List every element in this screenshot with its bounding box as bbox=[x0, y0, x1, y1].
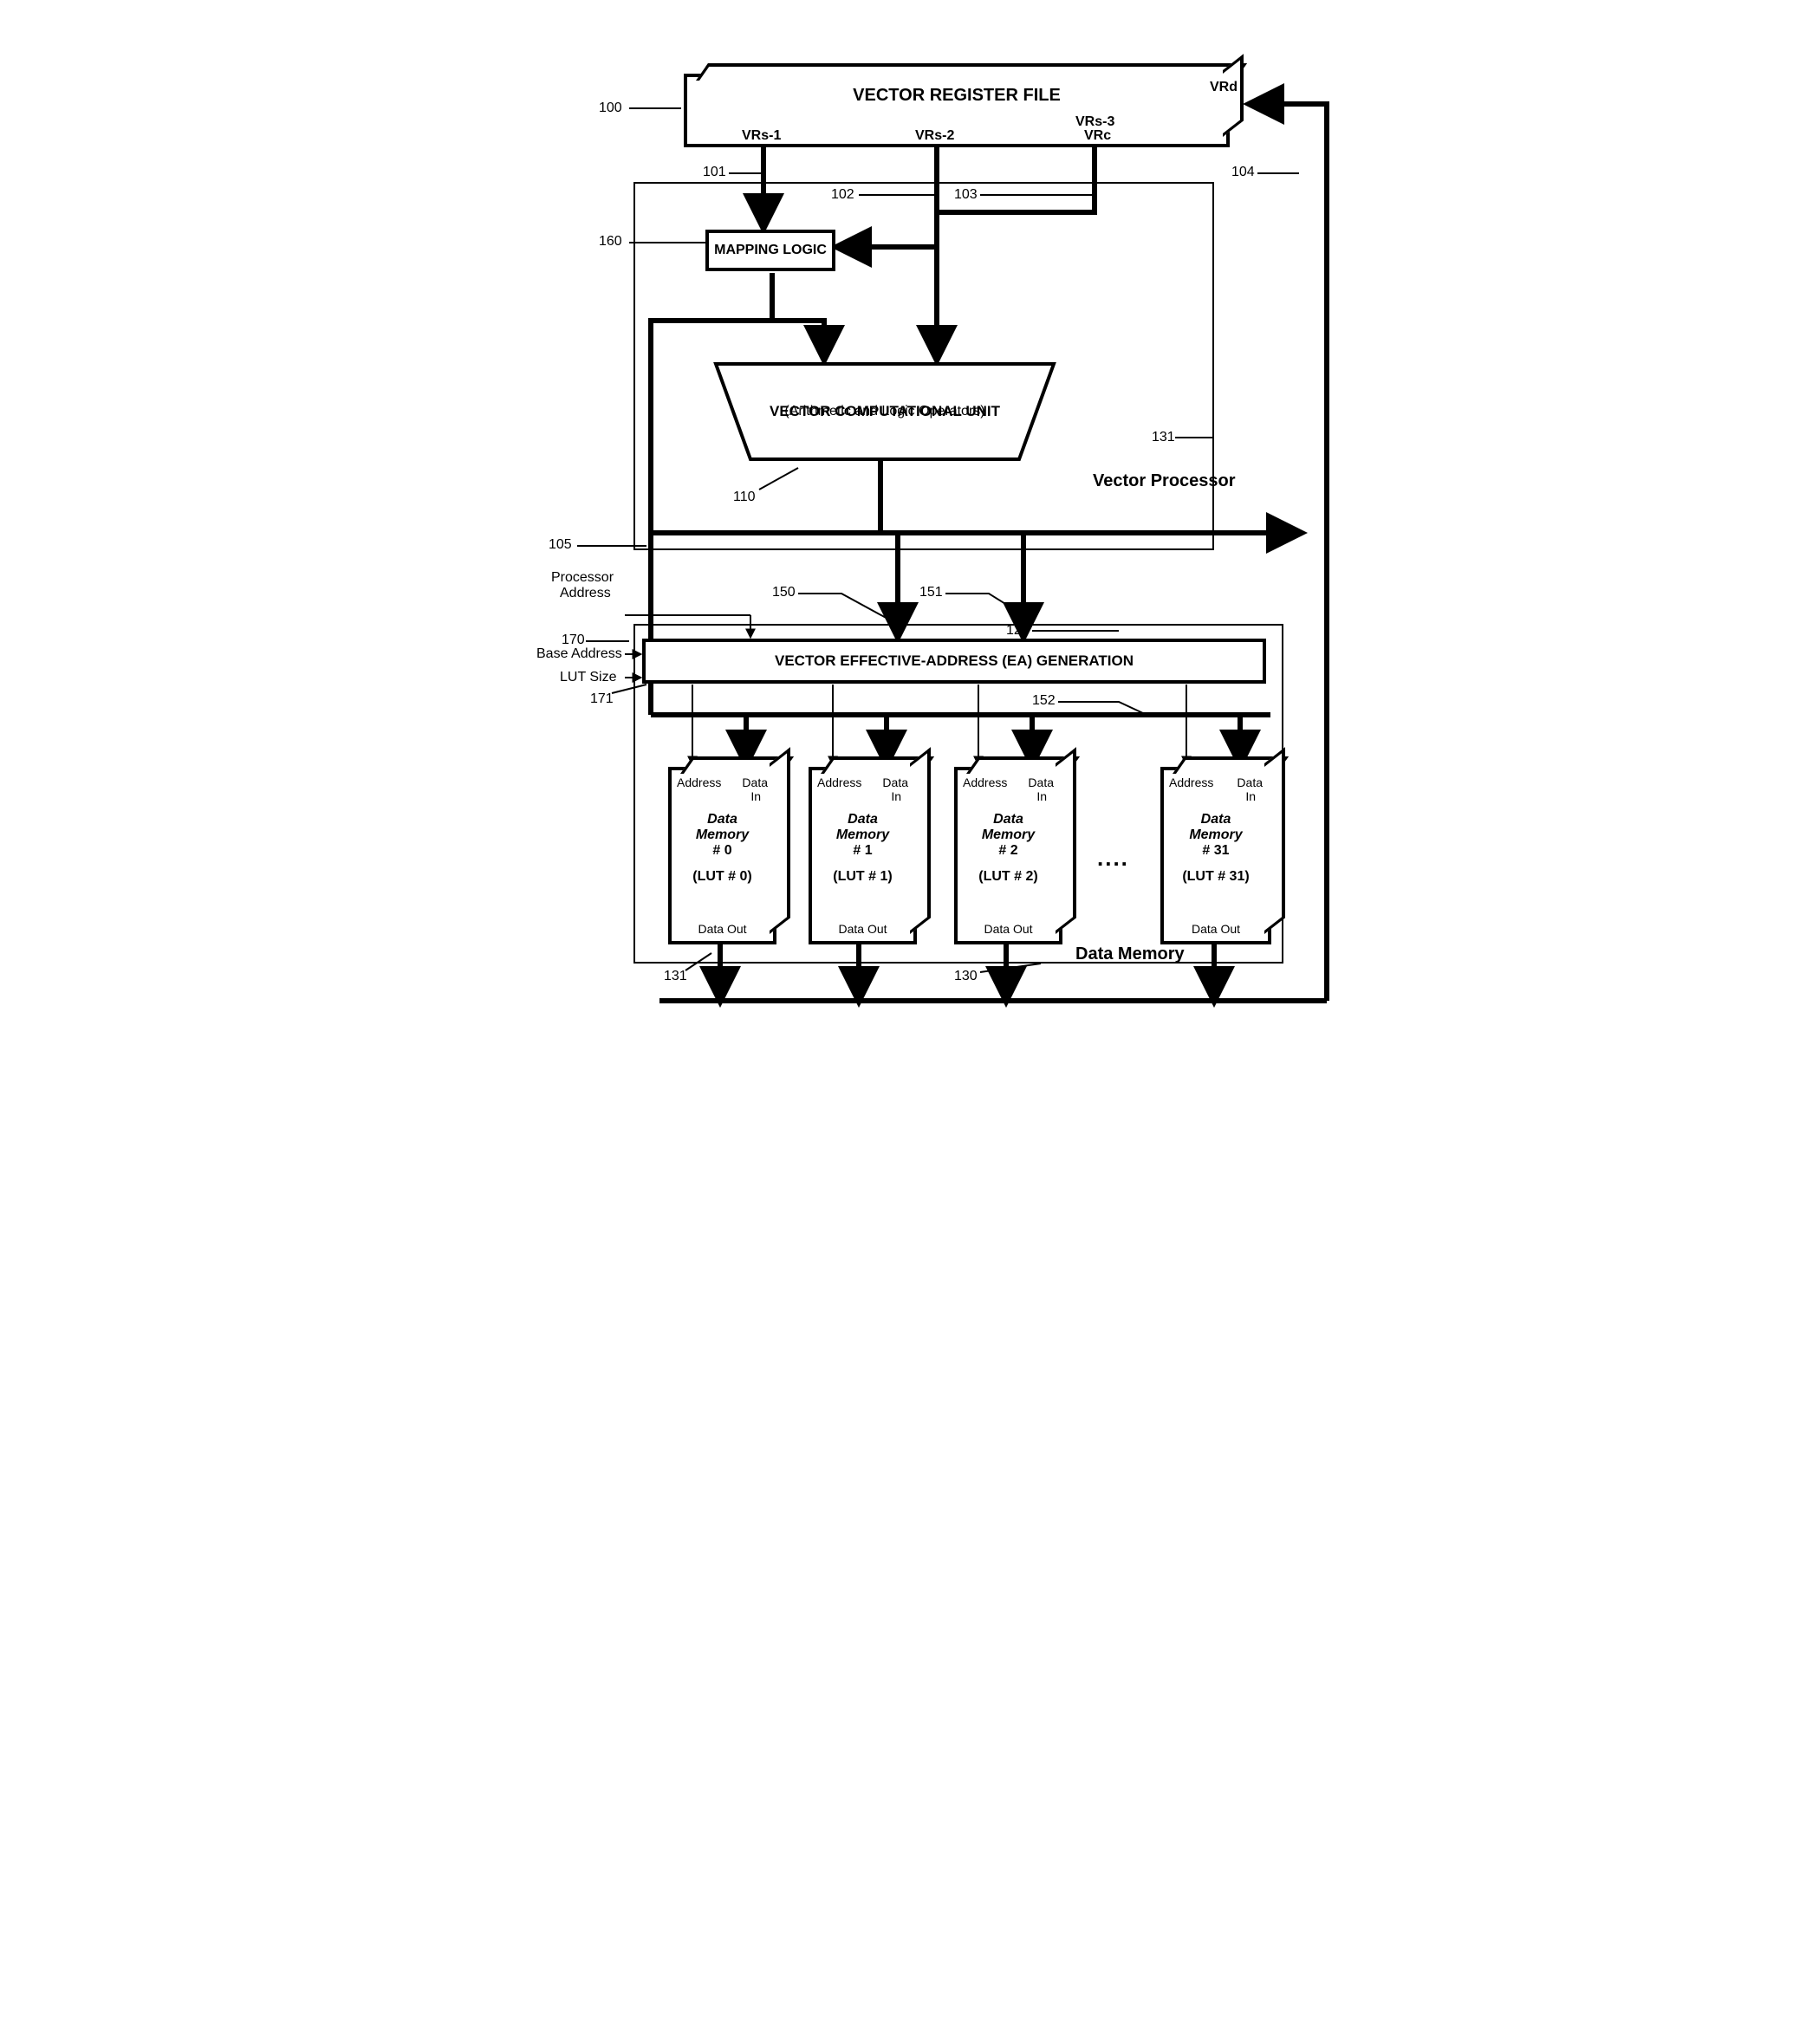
mem0-t1: Data bbox=[707, 812, 737, 827]
mapping-title: MAPPING LOGIC bbox=[714, 243, 827, 258]
ref-131a: 131 bbox=[1152, 430, 1175, 445]
mem31-lut: (LUT # 31) bbox=[1182, 869, 1249, 885]
port-vrd: VRd bbox=[1210, 80, 1238, 95]
memory-block-0: Address Data In Data Memory # 0 (LUT # 0… bbox=[668, 767, 776, 944]
ref-110: 110 bbox=[733, 490, 756, 505]
mem0-num: # 0 bbox=[712, 843, 731, 859]
ref-104: 104 bbox=[1231, 165, 1255, 180]
mem0-dout: Data Out bbox=[672, 922, 773, 936]
mem2-dout: Data Out bbox=[958, 922, 1059, 936]
mem31-dout: Data Out bbox=[1164, 922, 1268, 936]
memory-block-1: Address Data In Data Memory # 1 (LUT # 1… bbox=[809, 767, 917, 944]
mem1-num: # 1 bbox=[853, 843, 872, 859]
mem2-lut: (LUT # 2) bbox=[978, 869, 1037, 885]
base-addr-label: Base Address bbox=[536, 646, 622, 662]
ref-120: 120 bbox=[1006, 623, 1030, 639]
mem2-num: # 2 bbox=[998, 843, 1017, 859]
mem1-dout: Data Out bbox=[812, 922, 913, 936]
mem2-t2: Memory bbox=[982, 827, 1035, 843]
ea-generation-block: VECTOR EFFECTIVE-ADDRESS (EA) GENERATION bbox=[642, 639, 1266, 684]
ref-102: 102 bbox=[831, 187, 854, 203]
mem31-din1: Data bbox=[1237, 775, 1263, 789]
mem31-t2: Memory bbox=[1189, 827, 1242, 843]
mem1-t2: Memory bbox=[836, 827, 889, 843]
mem1-addr: Address bbox=[817, 775, 861, 789]
port-vrs2: VRs-2 bbox=[915, 128, 954, 144]
mem31-addr: Address bbox=[1169, 775, 1213, 789]
memory-block-31: Address Data In Data Memory # 31 (LUT # … bbox=[1160, 767, 1271, 944]
mem-ellipsis: .... bbox=[1097, 845, 1129, 872]
port-vrs1: VRs-1 bbox=[742, 128, 781, 144]
mem31-t1: Data bbox=[1201, 812, 1231, 827]
proc-region-label: Vector Processor bbox=[1093, 471, 1236, 491]
lut-size-label: LUT Size bbox=[560, 670, 617, 685]
ref-152: 152 bbox=[1032, 693, 1056, 709]
ref-103: 103 bbox=[954, 187, 978, 203]
vrf-title: VECTOR REGISTER FILE bbox=[853, 86, 1061, 106]
mapping-logic-block: MAPPING LOGIC bbox=[705, 230, 835, 271]
ref-100: 100 bbox=[599, 101, 622, 116]
mem1-lut: (LUT # 1) bbox=[833, 869, 892, 885]
proc-addr-label1: Processor bbox=[551, 570, 614, 586]
mem31-num: # 31 bbox=[1202, 843, 1229, 859]
mem1-din1: Data bbox=[882, 775, 908, 789]
mem2-din2: In bbox=[1036, 789, 1047, 803]
mem0-din2: In bbox=[750, 789, 761, 803]
ref-171: 171 bbox=[590, 691, 614, 707]
ref-151: 151 bbox=[919, 585, 943, 600]
ref-170: 170 bbox=[562, 633, 585, 648]
ref-130: 130 bbox=[954, 969, 978, 984]
ref-101: 101 bbox=[703, 165, 726, 180]
ea-title: VECTOR EFFECTIVE-ADDRESS (EA) GENERATION bbox=[775, 652, 1134, 670]
mem1-din2: In bbox=[891, 789, 901, 803]
ref-150: 150 bbox=[772, 585, 796, 600]
ref-105: 105 bbox=[549, 537, 572, 553]
diagram-canvas: VECTOR REGISTER FILE VRd VRs-1 VRs-2 VRs… bbox=[452, 17, 1354, 1040]
mem0-t2: Memory bbox=[696, 827, 749, 843]
port-vrc: VRc bbox=[1084, 128, 1111, 144]
vcu-block: VECTOR COMPUTATIONAL UNIT (Arithmetic an… bbox=[716, 364, 1054, 459]
memory-block-2: Address Data In Data Memory # 2 (LUT # 2… bbox=[954, 767, 1062, 944]
mem2-addr: Address bbox=[963, 775, 1007, 789]
mem0-din1: Data bbox=[742, 775, 768, 789]
proc-addr-label2: Address bbox=[560, 586, 611, 601]
ref-131b: 131 bbox=[664, 969, 687, 984]
mem31-din2: In bbox=[1245, 789, 1256, 803]
vcu-title: VECTOR COMPUTATIONAL UNIT bbox=[770, 403, 1000, 420]
mem0-lut: (LUT # 0) bbox=[692, 869, 751, 885]
mem2-din1: Data bbox=[1028, 775, 1054, 789]
mem-region-label: Data Memory bbox=[1075, 944, 1185, 964]
ref-160: 160 bbox=[599, 234, 622, 250]
mem0-addr: Address bbox=[677, 775, 721, 789]
mem1-t1: Data bbox=[848, 812, 878, 827]
mem2-t1: Data bbox=[993, 812, 1023, 827]
